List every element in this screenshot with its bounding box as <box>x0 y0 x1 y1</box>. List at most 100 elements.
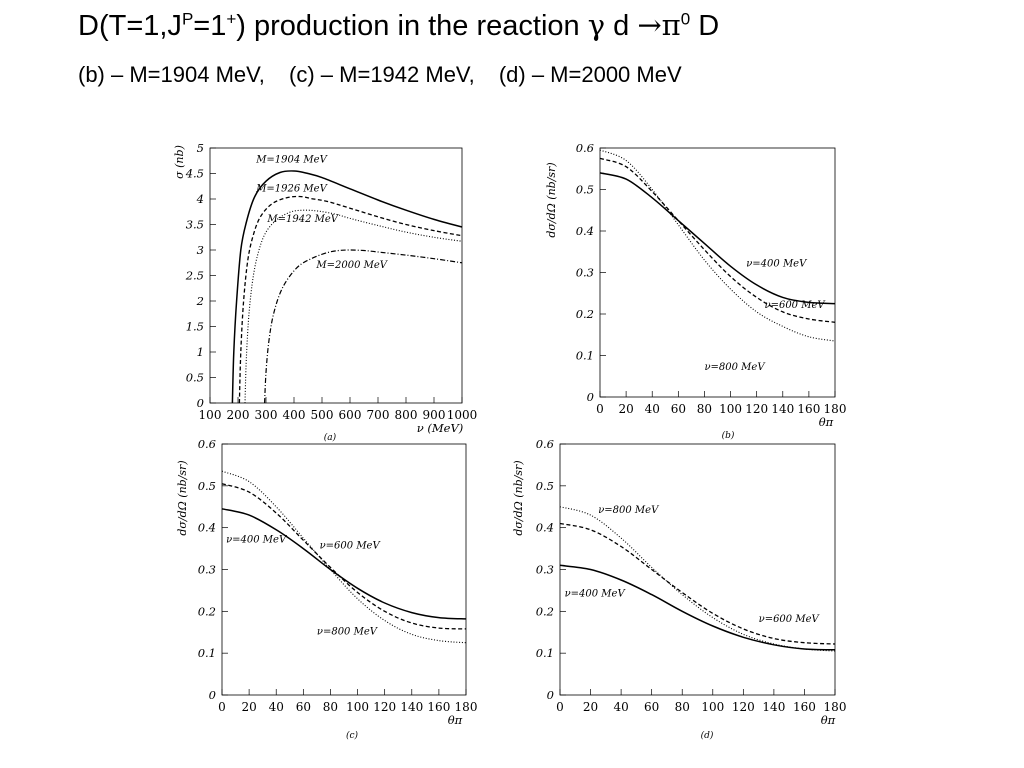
x-tick-label: 180 <box>455 700 478 714</box>
x-tick-label: 0 <box>218 700 226 714</box>
plot-frame <box>221 443 467 696</box>
x-tick-label: 800 <box>395 408 418 422</box>
x-tick-label: 80 <box>323 700 338 714</box>
y-tick-label: 4.5 <box>185 167 204 181</box>
y-tick-label: 0.2 <box>198 604 216 618</box>
y-tick-label: 3.5 <box>186 218 204 232</box>
title-superscript-plus: + <box>226 9 237 29</box>
x-tick-label: 60 <box>296 700 311 714</box>
plot-frame <box>559 443 836 696</box>
title-arrow-pi: →π <box>637 8 681 42</box>
x-tick-label: 160 <box>427 700 450 714</box>
y-tick-label: 0.1 <box>198 646 216 660</box>
chart-panel-d: 0 20 40 60 80 100 120 140 160 180 0 0.1 0.2 0.3 0.4 0.5… <box>512 437 846 741</box>
series-label: ν=400 MeV <box>746 258 808 269</box>
y-tick-label: 0.1 <box>576 349 594 363</box>
y-axis-label: σ (nb) <box>173 145 186 179</box>
page-subtitle: (b) – M=1904 MeV, (c) – M=1942 MeV, (d) … <box>78 62 700 88</box>
series-line <box>599 149 836 342</box>
series-label: ν=800 MeV <box>317 626 379 637</box>
series-label: ν=800 MeV <box>704 362 766 373</box>
y-tick-label: 0.6 <box>536 437 554 451</box>
series-line <box>264 249 463 404</box>
x-tick-label: 80 <box>675 700 690 714</box>
series-line <box>238 195 463 404</box>
chart-panel-b: 0 20 40 60 80 100 120 140 160 180 0 0.1 0.2 0.3 0.4 0.5… <box>545 141 846 441</box>
x-tick-label: 600 <box>339 408 362 422</box>
x-tick-label: 120 <box>745 402 768 416</box>
x-tick-label: 100 <box>701 700 724 714</box>
series-label: M=1926 MeV <box>255 183 328 194</box>
y-tick-label: 2.5 <box>185 269 204 283</box>
title-main: ) production in the reaction <box>236 10 588 42</box>
x-tick-label: 0 <box>556 700 564 714</box>
y-tick-label: 0 <box>547 688 554 702</box>
x-tick-label: 100 <box>346 700 369 714</box>
y-tick-label: 0.5 <box>186 371 204 385</box>
y-tick-label: 0 <box>587 390 594 404</box>
y-axis-label: dσ/dΩ (nb/sr) <box>545 162 558 237</box>
title-d: d <box>605 10 638 42</box>
series-label: M=1904 MeV <box>255 154 328 165</box>
y-tick-label: 0.5 <box>536 479 554 493</box>
x-tick-label: 300 <box>255 408 278 422</box>
y-tick-label: 0.6 <box>576 141 594 155</box>
y-tick-label: 0.1 <box>536 646 554 660</box>
x-tick-label: 40 <box>269 700 284 714</box>
x-tick-label: 500 <box>311 408 334 422</box>
y-tick-label: 0.2 <box>576 307 594 321</box>
x-tick-label: 100 <box>719 402 742 416</box>
x-tick-label: 400 <box>283 408 306 422</box>
y-tick-label: 4 <box>196 192 204 206</box>
title-gamma: γ <box>587 8 606 42</box>
x-tick-label: 80 <box>697 402 712 416</box>
y-tick-label: 0.3 <box>576 266 594 280</box>
x-tick-label: 180 <box>824 402 847 416</box>
series-line <box>599 157 836 323</box>
y-tick-label: 0.5 <box>198 479 216 493</box>
subtitle-panel-d: (d) – M=2000 MeV <box>498 62 682 87</box>
panel-caption: (a) <box>324 432 337 443</box>
chart-panel-c: 0 20 40 60 80 100 120 140 160 180 0 0.1 0.2 0.3 0.4 0.5… <box>176 437 477 741</box>
series-label: ν=400 MeV <box>565 589 627 600</box>
title-superscript-p: P <box>181 9 194 29</box>
x-tick-label: 20 <box>583 700 598 714</box>
panel-caption: (c) <box>346 730 359 741</box>
y-tick-label: 0.4 <box>198 521 216 535</box>
series-label: M=2000 MeV <box>315 260 388 271</box>
series-label: ν=600 MeV <box>759 614 821 625</box>
series-label: M=1942 MeV <box>266 214 339 225</box>
x-tick-label: 20 <box>241 700 256 714</box>
x-tick-label: 40 <box>645 402 660 416</box>
x-tick-label: 40 <box>613 700 628 714</box>
title-D: D <box>690 10 720 42</box>
series-line <box>244 209 463 404</box>
x-tick-label: 60 <box>644 700 659 714</box>
y-axis-label: dσ/dΩ (nb/sr) <box>176 460 189 535</box>
subtitle-panel-c: (c) – M=1942 MeV, <box>289 62 475 87</box>
panel-caption: (b) <box>722 430 735 441</box>
x-tick-label: 200 <box>227 408 250 422</box>
y-tick-label: 1.5 <box>186 320 204 334</box>
y-tick-label: 0.6 <box>198 437 216 451</box>
series-line <box>559 522 836 645</box>
x-tick-label: 160 <box>797 402 820 416</box>
x-tick-label: 60 <box>671 402 686 416</box>
y-tick-label: 5 <box>197 141 204 155</box>
subtitle-panel-b: (b) – M=1904 MeV, <box>78 62 265 87</box>
y-tick-label: 1 <box>197 345 204 359</box>
x-tick-label: 900 <box>423 408 446 422</box>
x-tick-label: 140 <box>400 700 423 714</box>
title-mid: =1 <box>193 10 227 42</box>
series-line <box>221 508 467 620</box>
x-tick-label: 120 <box>373 700 396 714</box>
series-line <box>221 483 467 630</box>
x-tick-label: 180 <box>824 700 847 714</box>
chart-panel-a: 100 200 300 400 500 600 700 800 900 1000 0 0.5 1 1.5 2… <box>173 141 477 443</box>
page-title: D(T=1,JP=1+) production in the reaction … <box>78 8 719 43</box>
y-tick-label: 3 <box>197 243 204 257</box>
series-line <box>559 506 836 652</box>
x-tick-label: 140 <box>771 402 794 416</box>
y-tick-label: 0.2 <box>536 604 554 618</box>
